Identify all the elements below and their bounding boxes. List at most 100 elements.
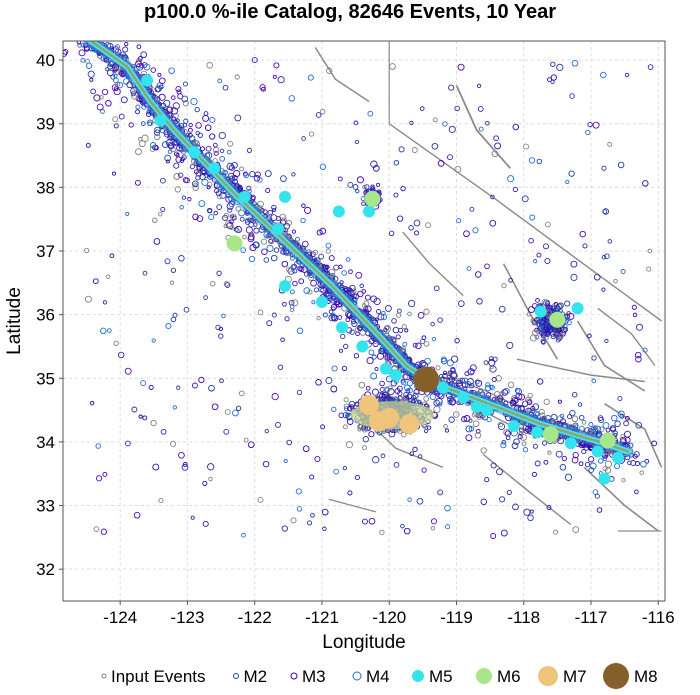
event-m5 (480, 404, 493, 417)
seismic-event (248, 255, 256, 263)
seismic-event (189, 164, 195, 170)
seismic-event (550, 333, 556, 340)
seismic-event (102, 300, 108, 305)
seismic-event (176, 144, 183, 152)
seismic-event (545, 329, 551, 335)
seismic-event (528, 237, 534, 244)
seismic-event (331, 365, 338, 372)
seismic-event (567, 312, 575, 320)
seismic-event (170, 107, 179, 115)
seismic-event (318, 253, 325, 260)
seismic-event (634, 489, 639, 495)
seismic-event (604, 460, 613, 468)
seismic-event (567, 414, 573, 420)
seismic-event (621, 477, 626, 483)
seismic-event (87, 23, 91, 27)
legend-marker (233, 673, 239, 679)
seismic-event (312, 249, 319, 256)
seismic-event (239, 216, 245, 222)
seismic-event (523, 508, 531, 516)
x-tick-label: -122 (238, 608, 272, 627)
seismic-event (469, 206, 475, 212)
seismic-event (400, 379, 407, 386)
seismic-event (535, 298, 540, 303)
seismic-event (89, 35, 94, 40)
event-m5 (279, 190, 291, 203)
seismic-event (234, 228, 240, 234)
seismic-event (522, 424, 529, 431)
seismic-event (610, 426, 617, 433)
event-m5 (188, 146, 201, 159)
seismic-event (164, 131, 171, 138)
seismic-event (474, 271, 482, 278)
seismic-event (257, 309, 264, 316)
seismic-event (556, 63, 564, 72)
y-tick-label: 36 (36, 306, 55, 325)
seismic-event (346, 418, 354, 425)
event-m8 (413, 366, 440, 393)
seismic-event (578, 461, 584, 467)
seismic-event (228, 219, 234, 225)
seismic-event (395, 334, 401, 340)
seismic-event (289, 307, 295, 313)
seismic-event (448, 84, 455, 91)
seismic-event (235, 405, 242, 411)
seismic-event (539, 412, 546, 419)
seismic-event (520, 434, 527, 441)
seismic-event (627, 460, 632, 466)
seismic-event (190, 515, 195, 520)
seismic-event (169, 280, 175, 285)
seismic-event (254, 171, 261, 178)
seismic-event (404, 328, 409, 333)
seismic-event (259, 84, 266, 91)
seismic-event (587, 333, 592, 339)
seismic-event (223, 169, 229, 175)
legend: Input Events M2 M3 M4 M5 M6 M7 M8 (101, 663, 658, 689)
seismic-event (245, 226, 253, 234)
seismic-event (206, 62, 213, 69)
seismic-event (227, 140, 234, 147)
seismic-event (396, 308, 402, 314)
seismic-event (591, 378, 597, 384)
x-tick-label: -119 (440, 608, 473, 627)
seismic-event (292, 280, 298, 287)
seismic-event (238, 209, 246, 217)
seismic-event (231, 175, 238, 181)
seismic-event (158, 93, 166, 101)
seismic-event (532, 443, 538, 449)
seismic-event (477, 388, 484, 394)
seismic-event (291, 229, 297, 234)
seismic-event (358, 326, 363, 332)
seismic-event (543, 243, 549, 250)
seismic-event (484, 263, 490, 270)
seismic-event (541, 299, 548, 305)
seismic-event (102, 471, 108, 477)
seismic-event (223, 212, 229, 219)
seismic-event (181, 95, 189, 103)
seismic-event (379, 380, 385, 387)
seismic-event (537, 378, 544, 385)
event-m5 (379, 362, 392, 375)
seismic-event (172, 312, 178, 318)
seismic-event (625, 415, 630, 421)
seismic-event (253, 227, 260, 234)
seismic-event (138, 140, 146, 148)
fault-line (516, 358, 645, 383)
seismic-event (150, 67, 157, 73)
seismic-event (572, 526, 580, 533)
seismic-event (181, 195, 187, 200)
legend-marker (290, 672, 298, 680)
seismic-event (295, 488, 302, 495)
seismic-event (96, 475, 103, 482)
seismic-event (262, 460, 270, 468)
seismic-event (527, 392, 533, 399)
seismic-event (601, 254, 607, 260)
seismic-event (192, 213, 199, 221)
fault-line (604, 403, 663, 468)
seismic-event (247, 231, 253, 238)
seismic-event (289, 289, 295, 295)
seismic-event (85, 58, 90, 64)
seismic-event (216, 270, 222, 276)
seismic-event (503, 387, 510, 395)
seismic-event (320, 286, 327, 294)
